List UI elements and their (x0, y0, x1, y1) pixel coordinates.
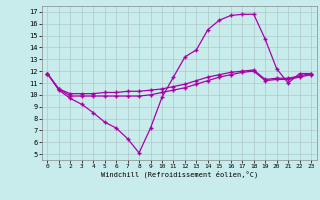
X-axis label: Windchill (Refroidissement éolien,°C): Windchill (Refroidissement éolien,°C) (100, 171, 258, 178)
